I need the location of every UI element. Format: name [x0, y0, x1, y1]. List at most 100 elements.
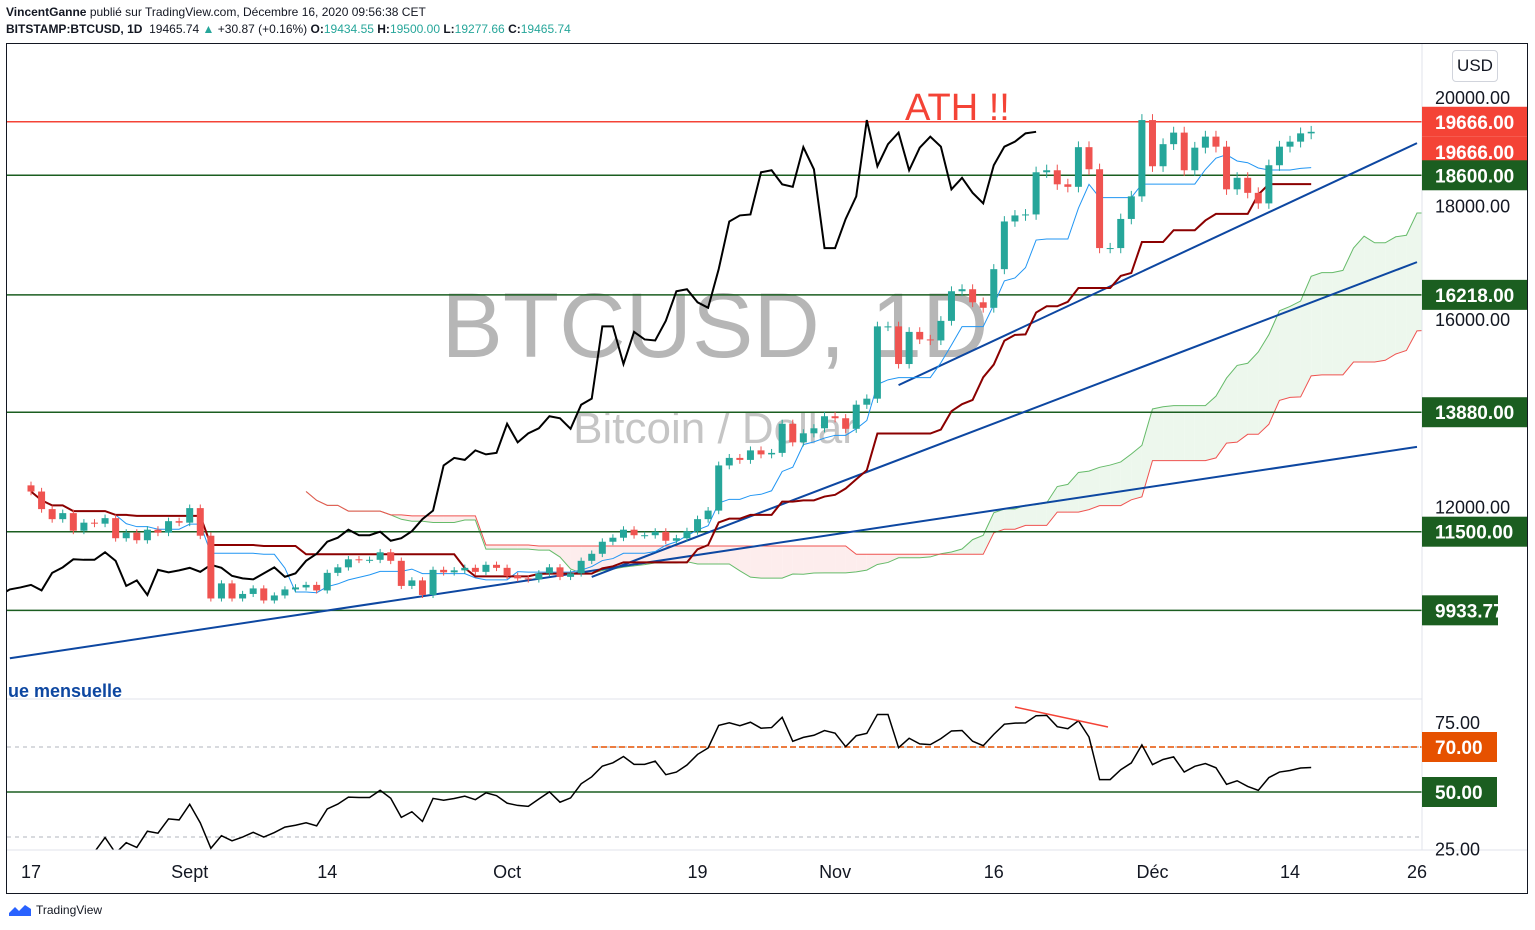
- time-tick-label: 26: [1407, 862, 1427, 882]
- ichimoku-cloud-segment: [1078, 471, 1089, 513]
- candle-body: [1127, 196, 1135, 219]
- rsi-level-badge: [1422, 777, 1497, 807]
- price-level-badge: [1422, 516, 1528, 547]
- ichimoku-cloud-segment: [909, 554, 920, 558]
- candle-body: [630, 529, 638, 536]
- publisher[interactable]: VincentGanne: [6, 5, 87, 19]
- ichimoku-cloud-segment: [1342, 248, 1354, 375]
- ichimoku-cloud-segment: [898, 554, 910, 558]
- price-level-label: 11500.00: [1435, 523, 1513, 544]
- time-tick-label: Oct: [493, 862, 521, 882]
- close-label: C:: [508, 22, 521, 36]
- candle-body: [768, 452, 776, 455]
- ichimoku-cloud-segment: [729, 546, 740, 571]
- currency-button[interactable]: USD: [1452, 50, 1498, 82]
- candle-body: [48, 509, 56, 520]
- candle-body: [397, 560, 405, 586]
- ichimoku-cloud-segment: [1279, 306, 1291, 401]
- footer: TradingView: [8, 903, 102, 917]
- candle-body: [1275, 146, 1283, 166]
- ichimoku-cloud-segment: [1131, 445, 1142, 500]
- price-tick-label: 16000.00: [1435, 310, 1510, 330]
- open-label: O:: [310, 22, 324, 36]
- ichimoku-cloud-segment: [507, 545, 518, 550]
- candle-body: [1297, 133, 1305, 142]
- trendline: [898, 142, 1418, 387]
- ichimoku-cloud-segment: [771, 546, 783, 579]
- candle-body: [186, 508, 194, 523]
- rsi-line: [95, 713, 1312, 850]
- candle-body: [154, 529, 162, 533]
- candle-body: [408, 580, 416, 586]
- candle-body: [577, 560, 585, 574]
- time-tick-label: Sept: [171, 862, 208, 882]
- candle-body: [905, 331, 913, 365]
- ichimoku-cloud-segment: [1120, 454, 1132, 506]
- price-tick-label: 12000.00: [1435, 498, 1510, 518]
- candle-body: [715, 465, 723, 511]
- ath-annotation: ATH !!: [905, 87, 1010, 129]
- candle-body: [958, 289, 966, 292]
- high-value: 19500.00: [389, 22, 440, 36]
- candle-body: [810, 428, 818, 434]
- time-tick-label: Déc: [1136, 862, 1168, 882]
- ichimoku-cloud-segment: [433, 515, 444, 523]
- candle-body: [1244, 177, 1252, 193]
- candle-body: [1170, 132, 1178, 145]
- candle-body: [249, 588, 257, 594]
- ichimoku-cloud-segment: [782, 546, 793, 579]
- candle-body: [1254, 192, 1262, 204]
- candle-body: [334, 567, 342, 573]
- candle-body: [831, 416, 839, 419]
- candle-body: [59, 513, 67, 520]
- candle-body: [302, 584, 310, 588]
- chart-frame: [6, 43, 1528, 894]
- ichimoku-cloud-segment: [443, 515, 455, 523]
- candle-body: [778, 423, 786, 453]
- ichimoku-cloud-segment: [1374, 242, 1386, 363]
- candle-body: [313, 584, 321, 591]
- price-tick-label: 18000.00: [1435, 196, 1510, 216]
- time-tick-label: 16: [984, 862, 1004, 882]
- candle-body: [873, 326, 881, 399]
- candle-body: [80, 522, 88, 531]
- candle-body: [196, 508, 204, 536]
- trendline: [9, 445, 1418, 660]
- symbol: BITSTAMP:BTCUSD, 1D: [6, 22, 143, 36]
- candle-body: [112, 518, 120, 539]
- ichimoku-cloud-segment: [972, 535, 984, 555]
- rsi-divergence-line: [1014, 706, 1109, 728]
- candle-body: [683, 531, 691, 539]
- candle-body: [704, 510, 712, 520]
- candle-body: [746, 450, 754, 460]
- candle-body: [239, 593, 247, 599]
- symbol-legend: BITSTAMP:BTCUSD, 1D 19465.74 ▲ +30.87 (+…: [6, 22, 571, 36]
- time-tick-label: 19: [688, 862, 708, 882]
- publish-info: VincentGanne publié sur TradingView.com,…: [6, 5, 426, 19]
- candle-body: [556, 567, 564, 577]
- ichimoku-cloud-segment: [1046, 486, 1058, 526]
- candle-body: [524, 578, 532, 580]
- candle-body: [1022, 214, 1030, 216]
- price-level-badge: [1422, 279, 1528, 310]
- candle-body: [947, 291, 955, 321]
- candle-body: [217, 583, 225, 599]
- ichimoku-cloud-segment: [1141, 408, 1153, 497]
- candle-body: [842, 418, 850, 429]
- ichimoku-cloud-segment: [1332, 270, 1343, 375]
- candle-body: [122, 532, 130, 539]
- candle-body: [1053, 170, 1061, 185]
- rsi-tick-label: 75.00: [1435, 713, 1480, 733]
- candle-body: [1096, 169, 1104, 249]
- ichimoku-cloud-segment: [887, 554, 899, 563]
- ichimoku-cloud-segment: [1057, 484, 1068, 513]
- ichimoku-cloud-segment: [1036, 502, 1047, 526]
- candle-body: [916, 331, 924, 340]
- candle-body: [292, 587, 299, 590]
- price-level-label: 9933.77: [1435, 601, 1504, 622]
- candle-body: [344, 559, 352, 568]
- candle-body: [207, 535, 215, 599]
- ichimoku-cloud-segment: [1194, 405, 1206, 461]
- candle-body: [175, 521, 183, 523]
